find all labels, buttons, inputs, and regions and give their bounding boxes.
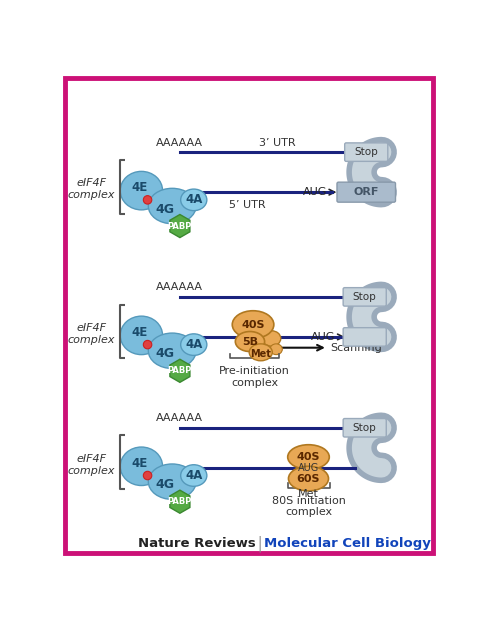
Ellipse shape [235, 332, 264, 352]
Text: Pre-initiation
complex: Pre-initiation complex [219, 366, 290, 387]
Text: 60S: 60S [297, 474, 320, 484]
Text: 3’ UTR: 3’ UTR [260, 138, 296, 148]
Ellipse shape [288, 466, 329, 491]
Text: 4E: 4E [132, 181, 148, 194]
Text: AAAAAA: AAAAAA [156, 138, 204, 148]
Ellipse shape [120, 447, 163, 486]
Text: Scanning: Scanning [330, 342, 382, 352]
Text: PABP: PABP [168, 366, 192, 376]
Ellipse shape [181, 189, 207, 210]
Text: AAAAAA: AAAAAA [156, 282, 204, 292]
Text: eIF4F
complex: eIF4F complex [68, 178, 115, 200]
Ellipse shape [181, 464, 207, 486]
Ellipse shape [232, 310, 274, 339]
Text: AAAAAA: AAAAAA [156, 413, 204, 423]
Text: ORF: ORF [354, 187, 379, 197]
Text: Met: Met [250, 349, 271, 359]
Text: │: │ [255, 535, 263, 552]
Text: 40S: 40S [297, 452, 320, 462]
Text: PABP: PABP [168, 222, 192, 230]
FancyBboxPatch shape [343, 327, 386, 346]
Ellipse shape [181, 334, 207, 356]
Text: eIF4F
complex: eIF4F complex [68, 323, 115, 345]
Ellipse shape [149, 188, 196, 223]
Ellipse shape [120, 316, 163, 355]
Text: Stop: Stop [355, 147, 378, 157]
Text: PABP: PABP [168, 497, 192, 506]
Text: 4G: 4G [155, 478, 174, 491]
Ellipse shape [249, 344, 272, 361]
Text: 4E: 4E [132, 326, 148, 339]
Ellipse shape [149, 464, 196, 500]
Ellipse shape [143, 195, 152, 204]
FancyBboxPatch shape [345, 143, 388, 162]
Text: 40S: 40S [241, 320, 265, 330]
Ellipse shape [143, 341, 152, 349]
Ellipse shape [120, 172, 163, 210]
Text: 4A: 4A [185, 469, 203, 482]
FancyBboxPatch shape [343, 287, 386, 306]
Text: Stop: Stop [353, 292, 376, 302]
FancyBboxPatch shape [343, 419, 386, 437]
Ellipse shape [262, 331, 281, 346]
Text: 5B: 5B [242, 337, 258, 347]
Text: AUG: AUG [302, 187, 327, 197]
Text: Met: Met [298, 489, 319, 499]
Text: 4A: 4A [185, 338, 203, 351]
Ellipse shape [150, 198, 166, 210]
Ellipse shape [270, 344, 282, 355]
Text: eIF4F
complex: eIF4F complex [68, 454, 115, 476]
Text: 4G: 4G [155, 347, 174, 361]
Text: 4A: 4A [185, 193, 203, 207]
Ellipse shape [150, 343, 166, 356]
Ellipse shape [150, 474, 166, 486]
Ellipse shape [149, 333, 196, 369]
Text: AUG: AUG [311, 332, 336, 342]
Text: 80S initiation
complex: 80S initiation complex [272, 496, 346, 517]
FancyBboxPatch shape [337, 182, 395, 202]
Text: Nature Reviews: Nature Reviews [138, 536, 256, 550]
FancyBboxPatch shape [65, 78, 433, 553]
Text: AUG: AUG [298, 463, 319, 473]
Text: Stop: Stop [353, 423, 376, 433]
Text: 4E: 4E [132, 457, 148, 470]
Ellipse shape [143, 471, 152, 480]
Text: Molecular Cell Biology: Molecular Cell Biology [263, 536, 431, 550]
Ellipse shape [288, 444, 329, 470]
Text: 4G: 4G [155, 203, 174, 215]
Text: 5’ UTR: 5’ UTR [228, 200, 265, 210]
